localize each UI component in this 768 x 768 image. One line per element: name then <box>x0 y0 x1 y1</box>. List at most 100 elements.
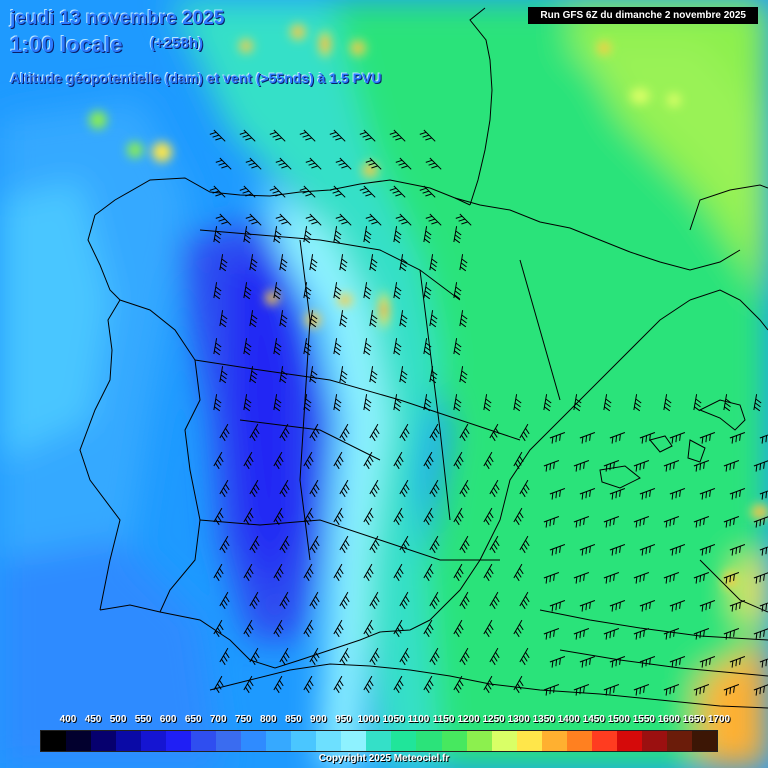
wind-barb <box>573 572 590 584</box>
wind-barb <box>309 591 320 610</box>
wind-barb <box>573 460 590 472</box>
wind-barb <box>279 535 290 554</box>
wind-barb <box>429 423 440 442</box>
wind-barb <box>609 656 626 668</box>
wind-barb <box>333 338 342 356</box>
wind-barb <box>243 226 252 244</box>
scale-swatch <box>66 731 92 751</box>
wind-barb <box>453 507 464 526</box>
wind-barb <box>693 460 710 472</box>
wind-barb <box>219 254 228 272</box>
wind-barb <box>663 628 680 640</box>
wind-barb <box>459 423 470 442</box>
scale-label: 850 <box>284 714 302 725</box>
field-description: Altitude géopotentielle (dam) et vent (>… <box>10 70 382 86</box>
wind-barb <box>459 647 470 666</box>
wind-barb <box>239 185 256 198</box>
wind-barb <box>759 490 768 500</box>
wind-barb <box>579 656 596 668</box>
wind-barb <box>275 213 292 226</box>
wind-barb <box>603 684 620 696</box>
wind-barb <box>669 600 686 612</box>
wind-barb <box>609 432 626 444</box>
wind-barb <box>249 647 260 666</box>
wind-barb <box>335 157 352 170</box>
wind-barb <box>215 213 232 226</box>
wind-barb <box>453 394 462 412</box>
wind-barb <box>219 310 228 328</box>
wind-barb <box>399 479 410 498</box>
wind-barb <box>279 310 288 328</box>
wind-barb <box>243 507 254 526</box>
wind-barb <box>663 460 680 472</box>
wind-barb <box>633 572 650 584</box>
wind-barb <box>393 563 404 582</box>
wind-barb <box>489 647 500 666</box>
scale-swatch <box>666 731 692 751</box>
wind-barb <box>603 460 620 472</box>
scale-swatch <box>541 731 567 751</box>
date-title: jeudi 13 novembre 2025 <box>10 8 225 29</box>
wind-barb <box>543 684 560 696</box>
wind-barb <box>339 366 348 384</box>
wind-barb <box>633 684 650 696</box>
wind-barb <box>549 432 566 444</box>
copyright-text: Copyright 2025 Meteociel.fr <box>318 753 450 764</box>
wind-barb <box>245 157 262 170</box>
wind-barb <box>363 338 372 356</box>
wind-barb <box>209 129 226 142</box>
wind-barb <box>309 423 320 442</box>
wind-barb <box>209 185 226 198</box>
wind-barb <box>273 507 284 526</box>
wind-barb <box>369 310 378 328</box>
wind-barb <box>429 647 440 666</box>
scale-label: 1600 <box>657 714 680 725</box>
wind-barb <box>303 675 314 694</box>
wind-barb <box>303 394 312 412</box>
scale-swatch <box>691 731 717 751</box>
color-scale-labels: 400 450 500 550 600 650 700 750 800 850 900 950 1000… <box>40 714 730 728</box>
wind-barb <box>459 535 470 554</box>
scale-label: 1050 <box>382 714 405 725</box>
scale-swatch <box>441 731 467 751</box>
scale-label: 1400 <box>557 714 580 725</box>
wind-barb <box>309 254 318 272</box>
scale-swatch <box>366 731 392 751</box>
wind-barb <box>393 451 404 470</box>
wind-barb <box>243 563 254 582</box>
wind-barb <box>213 619 224 638</box>
wind-barb <box>573 684 590 696</box>
wind-barb <box>219 423 230 442</box>
wind-barb <box>219 366 228 384</box>
wind-barb <box>693 684 710 696</box>
wind-barb <box>639 544 656 556</box>
wind-barb <box>423 451 434 470</box>
wind-barb <box>489 535 500 554</box>
wind-barb <box>363 675 374 694</box>
wind-barb <box>663 394 672 412</box>
wind-barb <box>753 460 768 472</box>
wind-barb <box>303 338 312 356</box>
wind-barb <box>669 488 686 500</box>
wind-barb <box>359 185 376 198</box>
wind-barb <box>573 516 590 528</box>
wind-barb <box>753 516 768 528</box>
wind-barb <box>389 185 406 198</box>
scale-swatch <box>591 731 617 751</box>
scale-swatch <box>41 731 67 751</box>
wind-barb <box>279 647 290 666</box>
wind-barb <box>305 213 322 226</box>
scale-label: 400 <box>59 714 77 725</box>
scale-label: 550 <box>134 714 152 725</box>
wind-barb <box>489 591 500 610</box>
wind-barb <box>639 600 656 612</box>
wind-barb <box>399 310 408 328</box>
wind-barb <box>213 282 222 300</box>
wind-barb <box>639 488 656 500</box>
wind-barb <box>419 129 436 142</box>
wind-barb <box>723 572 740 584</box>
wind-barb <box>363 619 374 638</box>
wind-barb <box>365 213 382 226</box>
wind-barb <box>549 600 566 612</box>
wind-barb <box>459 479 470 498</box>
